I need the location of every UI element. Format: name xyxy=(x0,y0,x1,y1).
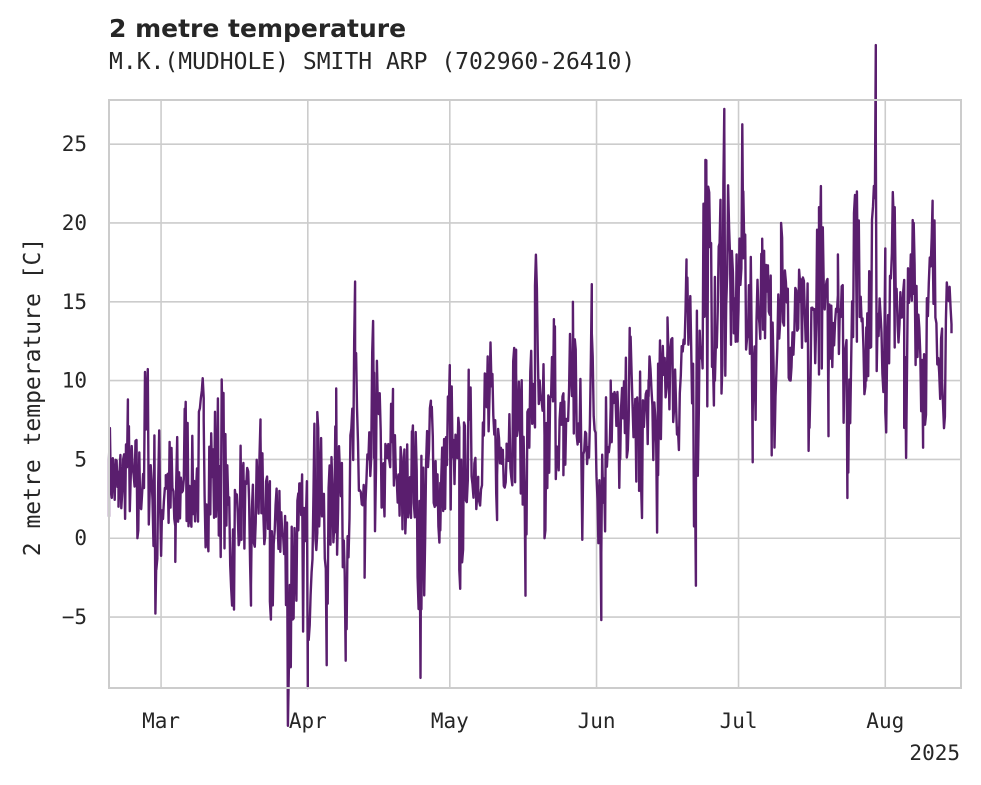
x-tick-label: Apr xyxy=(289,709,327,733)
y-tick-label: 15 xyxy=(62,290,87,314)
x-axis-year-label: 2025 xyxy=(909,741,960,765)
x-tick-label: Aug xyxy=(866,709,904,733)
y-tick-label: 0 xyxy=(74,526,87,550)
x-tick-label: Jun xyxy=(578,709,616,733)
plot-frame xyxy=(108,99,962,689)
x-tick-label: Jul xyxy=(720,709,758,733)
x-tick-label: Mar xyxy=(142,709,180,733)
x-axis-ticks: Mar Apr May Jun Jul Aug xyxy=(142,709,904,733)
y-tick-label: 20 xyxy=(62,211,87,235)
y-tick-label: 25 xyxy=(62,132,87,156)
y-tick-label: −5 xyxy=(62,605,87,629)
y-axis-ticks: −5 0 5 10 15 20 25 xyxy=(62,132,87,629)
chart-title: 2 metre temperature xyxy=(109,14,407,43)
y-tick-label: 10 xyxy=(62,369,87,393)
y-axis-label: 2 metre temperature [C] xyxy=(20,238,46,557)
y-tick-label: 5 xyxy=(74,447,87,471)
chart-subtitle: M.K.(MUDHOLE) SMITH ARP (702960-26410) xyxy=(109,49,636,75)
temperature-series-line xyxy=(107,43,953,727)
grid-lines xyxy=(109,100,961,688)
x-tick-label: May xyxy=(431,709,469,733)
